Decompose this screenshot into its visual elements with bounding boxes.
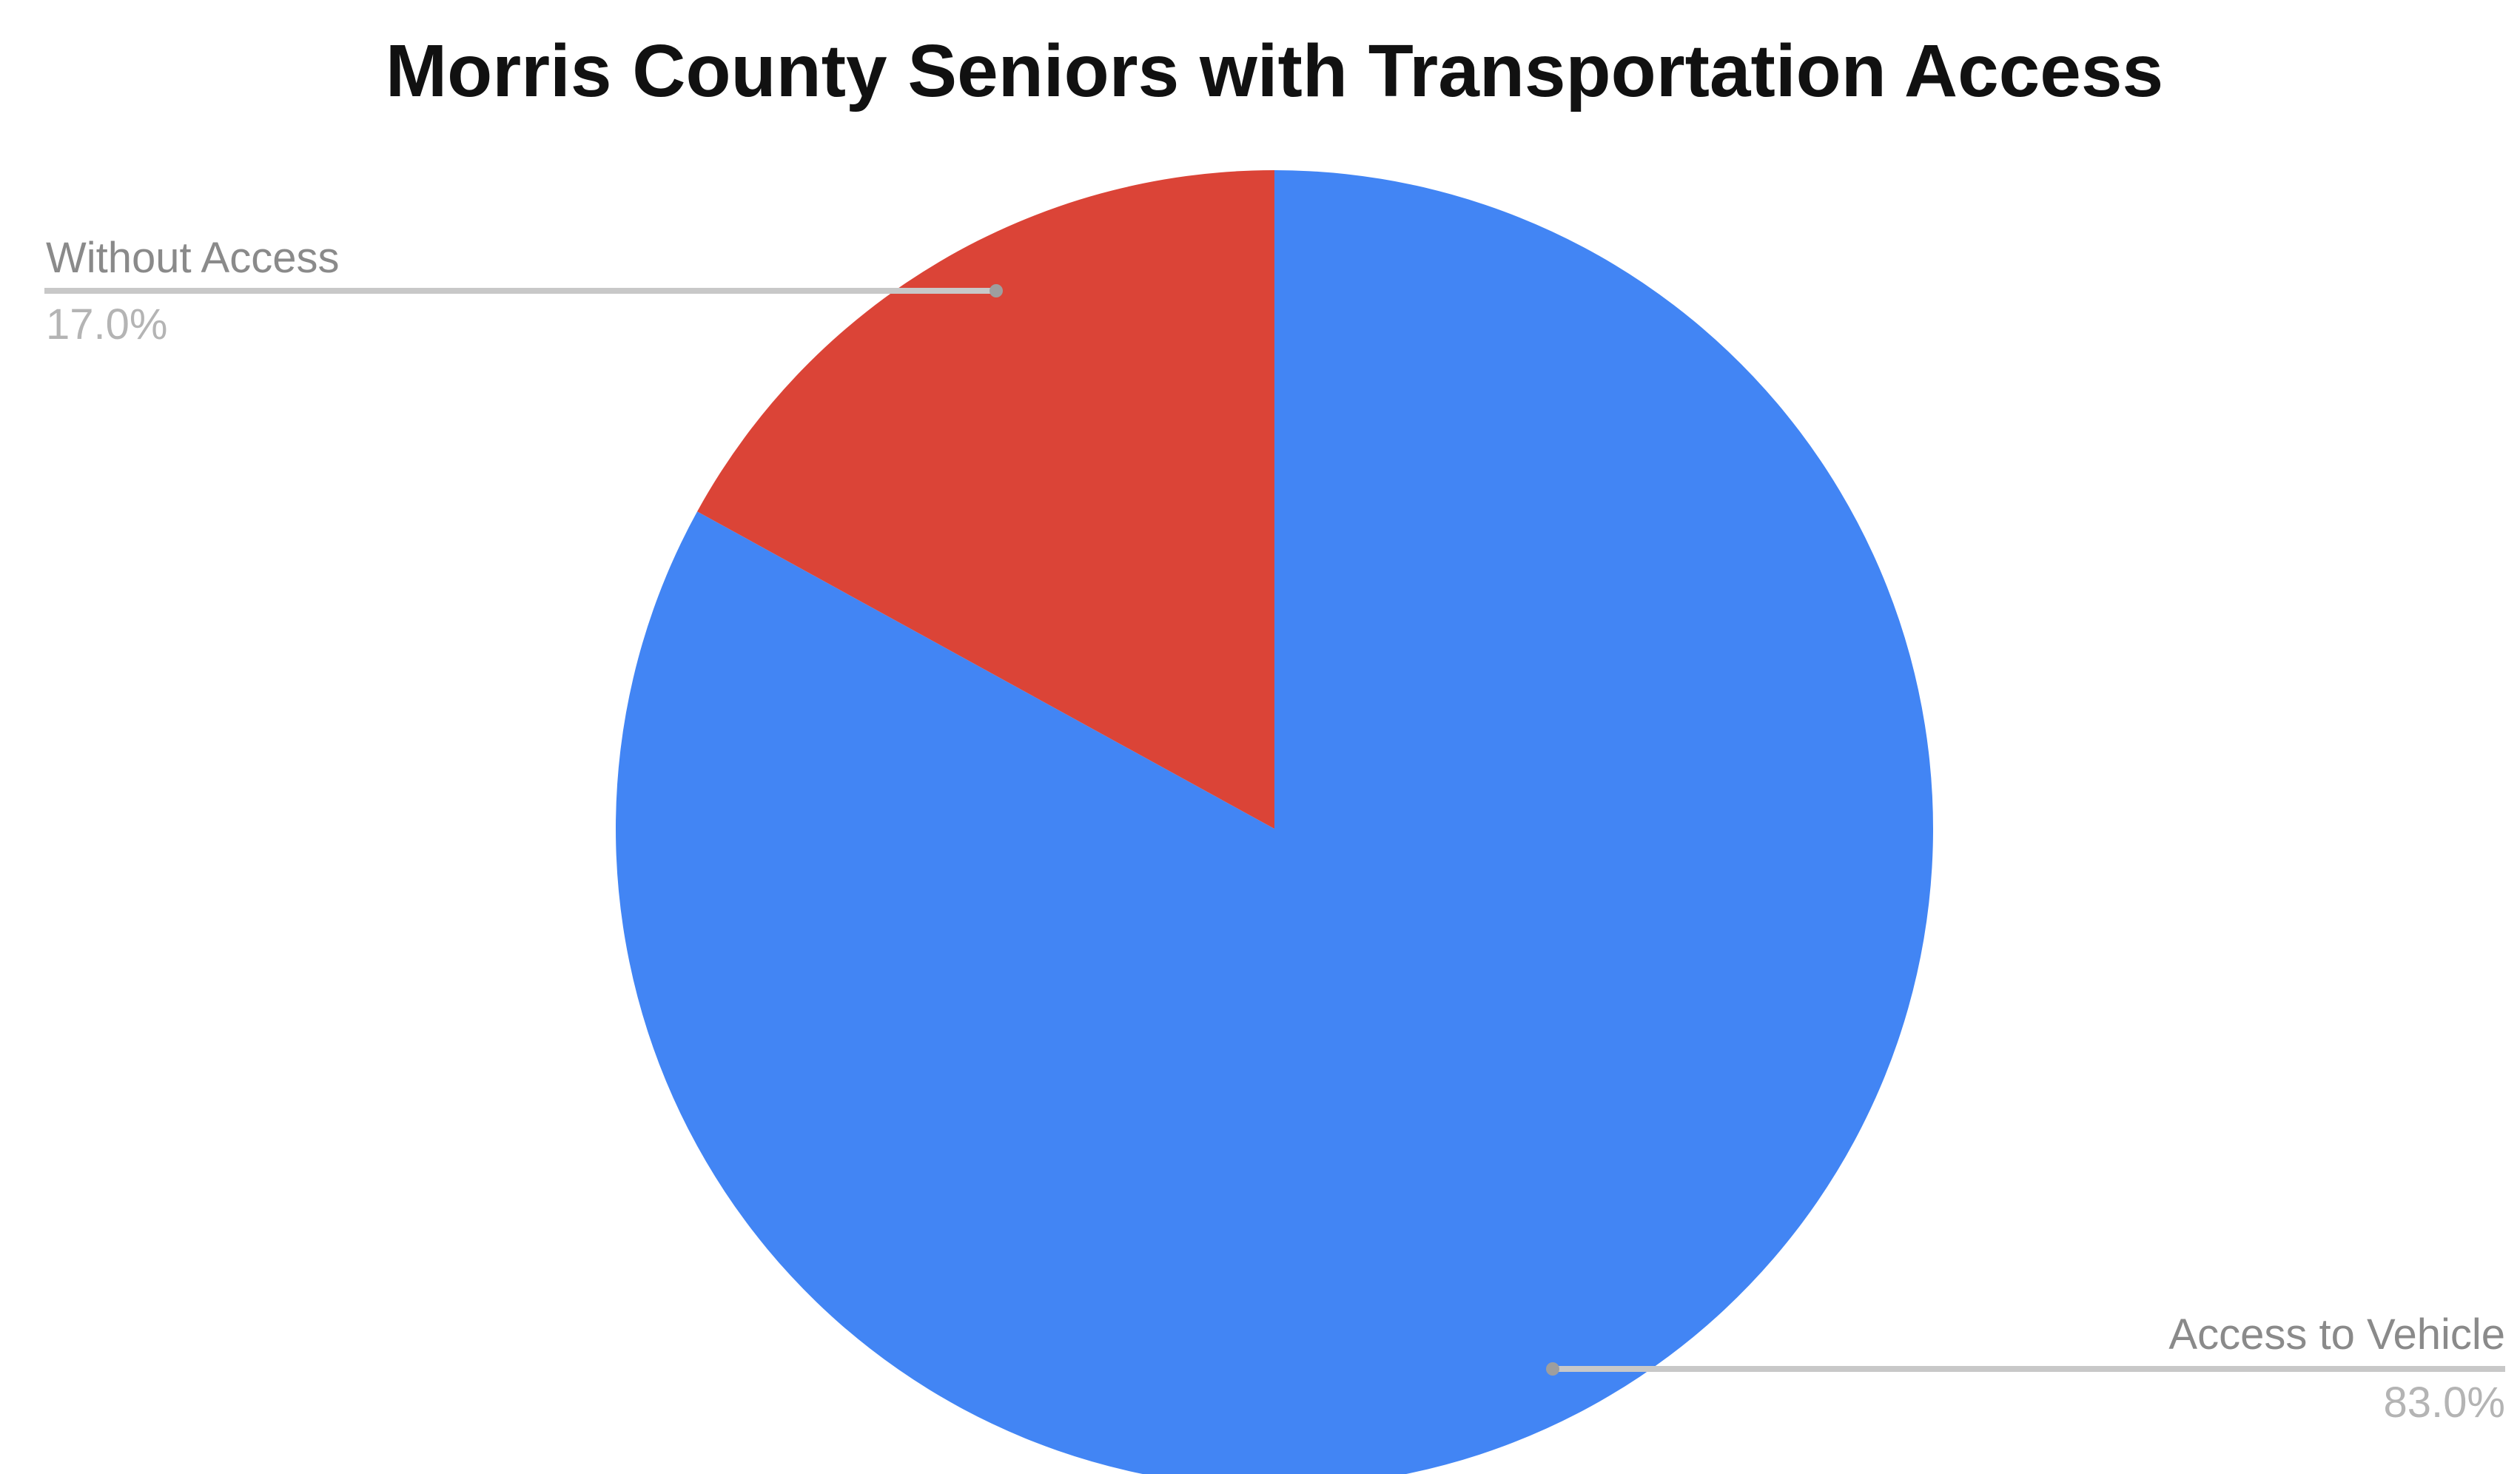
pie-slice-access-to-vehicle: [616, 170, 1933, 1474]
slice-label-value: 17.0%: [46, 300, 167, 349]
chart-title: Morris County Seniors with Transportatio…: [386, 30, 2163, 112]
slice-label-name: Without Access: [46, 234, 339, 282]
slice-labels: Access to Vehicle 83.0% Without Access 17.0…: [44, 234, 2505, 1427]
slice-label-name: Access to Vehicle: [2168, 1310, 2505, 1359]
leader-dot: [1546, 1362, 1559, 1376]
pie-slices: [616, 169, 1933, 1474]
pie-slice-without-access: [697, 169, 1274, 829]
leader-dot: [989, 284, 1003, 297]
slice-label-value: 83.0%: [2384, 1379, 2505, 1427]
